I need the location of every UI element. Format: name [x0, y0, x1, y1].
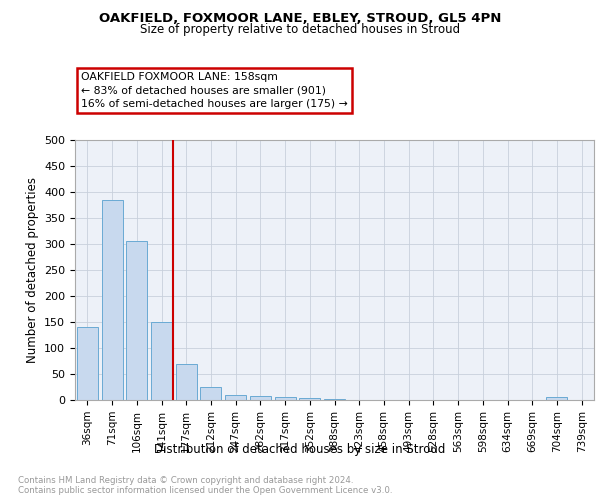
- Bar: [299, 398, 320, 400]
- Bar: [176, 364, 197, 400]
- Text: Contains HM Land Registry data © Crown copyright and database right 2024.
Contai: Contains HM Land Registry data © Crown c…: [18, 476, 392, 495]
- Bar: [225, 395, 246, 400]
- Bar: [151, 322, 172, 400]
- Bar: [77, 327, 98, 400]
- Bar: [101, 200, 122, 400]
- Text: Size of property relative to detached houses in Stroud: Size of property relative to detached ho…: [140, 22, 460, 36]
- Y-axis label: Number of detached properties: Number of detached properties: [26, 177, 38, 363]
- Bar: [324, 399, 345, 400]
- Bar: [275, 398, 296, 400]
- Bar: [547, 398, 568, 400]
- Text: OAKFIELD, FOXMOOR LANE, EBLEY, STROUD, GL5 4PN: OAKFIELD, FOXMOOR LANE, EBLEY, STROUD, G…: [99, 12, 501, 26]
- Text: Distribution of detached houses by size in Stroud: Distribution of detached houses by size …: [154, 442, 446, 456]
- Bar: [126, 242, 147, 400]
- Text: OAKFIELD FOXMOOR LANE: 158sqm
← 83% of detached houses are smaller (901)
16% of : OAKFIELD FOXMOOR LANE: 158sqm ← 83% of d…: [81, 72, 348, 109]
- Bar: [200, 387, 221, 400]
- Bar: [250, 396, 271, 400]
